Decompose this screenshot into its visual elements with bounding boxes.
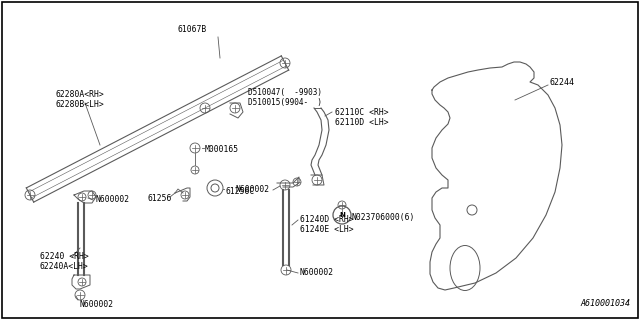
Text: M000165: M000165	[205, 145, 239, 154]
Text: D510015(9904-  ): D510015(9904- )	[248, 98, 322, 107]
Text: 62280B<LH>: 62280B<LH>	[55, 100, 104, 109]
Text: N023706000(6): N023706000(6)	[352, 213, 415, 222]
Text: 62244: 62244	[550, 78, 575, 87]
Text: N600002: N600002	[80, 300, 114, 309]
Text: A610001034: A610001034	[580, 299, 630, 308]
Text: N600002: N600002	[300, 268, 334, 277]
Text: D510047(  -9903): D510047( -9903)	[248, 88, 322, 97]
Text: 62240A<LH>: 62240A<LH>	[40, 262, 89, 271]
Text: 62280A<RH>: 62280A<RH>	[55, 90, 104, 99]
Text: N600002: N600002	[235, 185, 269, 194]
Text: 61067B: 61067B	[178, 25, 207, 34]
Text: 62110C <RH>: 62110C <RH>	[335, 108, 388, 117]
Text: N600002: N600002	[95, 195, 129, 204]
Text: 61240D <RH>: 61240D <RH>	[300, 215, 354, 224]
Text: 61256C: 61256C	[225, 187, 254, 196]
Text: 61256: 61256	[148, 194, 172, 203]
Text: N: N	[339, 212, 345, 218]
Text: 62240 <RH>: 62240 <RH>	[40, 252, 89, 261]
Text: 61240E <LH>: 61240E <LH>	[300, 225, 354, 234]
Text: 62110D <LH>: 62110D <LH>	[335, 118, 388, 127]
